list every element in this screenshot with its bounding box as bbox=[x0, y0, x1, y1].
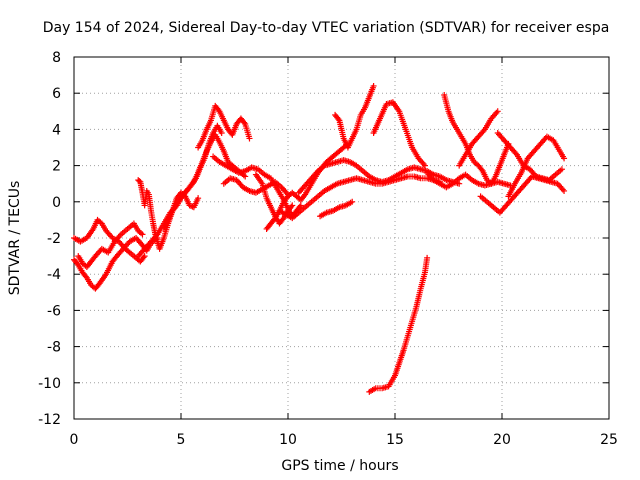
series-sat-w bbox=[494, 130, 565, 184]
data-point bbox=[289, 202, 296, 209]
y-tick-label: 0 bbox=[52, 195, 61, 211]
x-tick-label: 0 bbox=[70, 432, 79, 448]
data-point bbox=[301, 192, 308, 199]
series-sat-r bbox=[424, 169, 514, 191]
axis-ticks bbox=[73, 56, 610, 420]
data-point bbox=[82, 273, 89, 280]
data-point bbox=[297, 202, 304, 209]
series-sat-n bbox=[317, 198, 356, 220]
y-tick-label: -12 bbox=[38, 412, 61, 428]
series-sat-t bbox=[456, 108, 501, 169]
series-sat-p bbox=[366, 254, 431, 395]
data-point bbox=[335, 115, 342, 122]
x-axis-label: GPS time / hours bbox=[281, 458, 398, 474]
series-sat-h bbox=[210, 153, 304, 220]
data-point bbox=[215, 106, 222, 113]
y-tick-label: -6 bbox=[47, 303, 61, 319]
data-point bbox=[370, 82, 377, 89]
data-point bbox=[421, 162, 428, 169]
series-sat-g bbox=[195, 102, 253, 151]
data-point bbox=[242, 173, 249, 180]
y-tick-label: 6 bbox=[52, 86, 61, 102]
data-point bbox=[478, 166, 485, 173]
chart-title: Day 154 of 2024, Sidereal Day-to-day VTE… bbox=[43, 20, 610, 36]
data-point bbox=[74, 260, 81, 267]
data-point bbox=[140, 254, 147, 261]
series-sat-o bbox=[332, 82, 377, 151]
data-point bbox=[561, 155, 568, 162]
data-point bbox=[241, 119, 248, 126]
y-tick-label: 2 bbox=[52, 159, 61, 175]
data-point bbox=[172, 203, 179, 210]
series-sat-b bbox=[71, 235, 161, 292]
y-tick-label: 4 bbox=[52, 122, 61, 138]
y-tick-label: -4 bbox=[47, 267, 61, 283]
data-point bbox=[494, 108, 501, 115]
grid-lines bbox=[74, 57, 609, 419]
data-point bbox=[424, 254, 431, 261]
data-point bbox=[139, 231, 146, 238]
data-point bbox=[271, 216, 278, 223]
y-tick-label: -10 bbox=[38, 376, 61, 392]
y-tick-labels: -12 -10 -8 -6 -4 -2 0 2 4 6 8 bbox=[38, 50, 61, 428]
data-point bbox=[349, 198, 356, 205]
series-sat-v bbox=[505, 133, 568, 200]
y-tick-label: -8 bbox=[47, 340, 61, 356]
data-point bbox=[246, 135, 253, 142]
data-point bbox=[288, 203, 295, 210]
data-point bbox=[279, 216, 286, 223]
x-tick-label: 5 bbox=[177, 432, 186, 448]
data-point bbox=[189, 180, 196, 187]
y-tick-label: 8 bbox=[52, 50, 61, 66]
series-sat-c bbox=[75, 220, 146, 270]
data-point bbox=[558, 166, 565, 173]
x-tick-label: 10 bbox=[279, 432, 297, 448]
x-tick-labels: 0 5 10 15 20 25 bbox=[70, 432, 618, 448]
series-sat-q bbox=[370, 99, 428, 169]
data-point bbox=[456, 180, 463, 187]
series-sat-u bbox=[477, 173, 568, 216]
data-point bbox=[561, 187, 568, 194]
series-sat-m bbox=[295, 157, 463, 196]
data-point bbox=[218, 130, 225, 137]
x-tick-label: 20 bbox=[493, 432, 511, 448]
x-tick-label: 25 bbox=[600, 432, 618, 448]
x-tick-label: 15 bbox=[386, 432, 404, 448]
y-axis-label: SDTVAR / TECUs bbox=[7, 181, 23, 296]
y-tick-label: -2 bbox=[47, 231, 61, 247]
data-point bbox=[195, 195, 202, 202]
data-series bbox=[71, 82, 568, 395]
data-point bbox=[141, 253, 148, 260]
